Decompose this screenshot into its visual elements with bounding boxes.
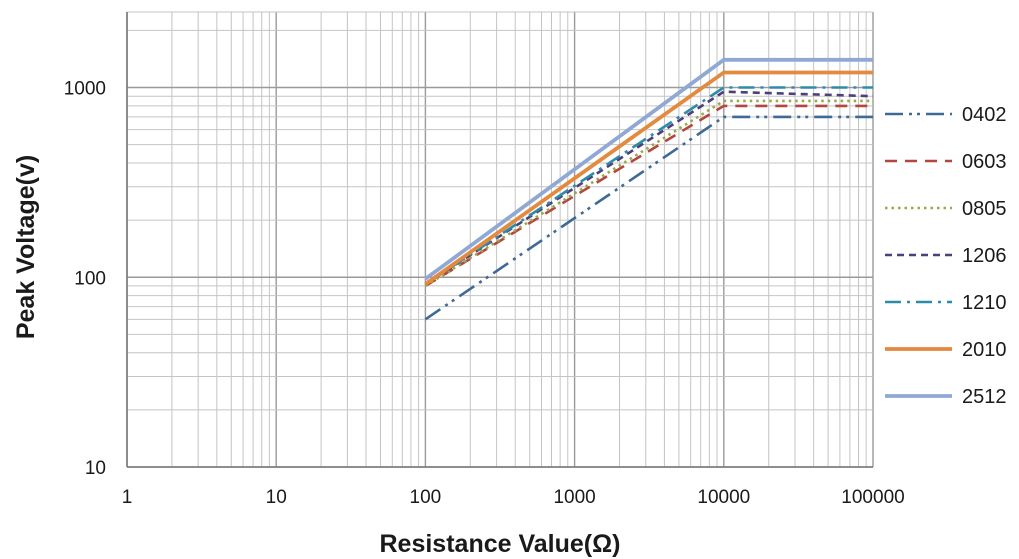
y-axis-title: Peak Voltage(v) <box>12 155 40 339</box>
legend-item-2512: 2512 <box>885 386 1007 408</box>
legend-label: 0805 <box>962 198 1007 220</box>
y-tick-label: 1000 <box>64 79 106 100</box>
legend-item-2010: 2010 <box>885 339 1007 361</box>
x-tick-label: 1 <box>122 487 133 508</box>
legend-item-1206: 1206 <box>885 245 1007 267</box>
y-tick-label: 100 <box>74 268 106 289</box>
x-tick-label: 1000 <box>553 487 595 508</box>
series-line-2512 <box>424 57 873 281</box>
y-tick-label: 10 <box>85 458 106 479</box>
x-axis-title: Resistance Value(Ω) <box>380 530 621 558</box>
series-line-0402 <box>424 115 873 321</box>
legend-item-0402: 0402 <box>885 104 1007 126</box>
series-lines <box>424 57 874 321</box>
legend-item-0805: 0805 <box>885 198 1007 220</box>
legend-label: 2010 <box>962 339 1007 361</box>
x-tick-label: 10000 <box>697 487 750 508</box>
series-line-2010 <box>424 70 873 286</box>
legend-label: 1206 <box>962 245 1007 267</box>
legend-item-0603: 0603 <box>885 151 1007 173</box>
legend-item-1210: 1210 <box>885 292 1007 314</box>
legend-label: 0402 <box>962 104 1007 126</box>
series-line-1210 <box>424 86 873 286</box>
legend-label: 2512 <box>962 386 1007 408</box>
legend-label: 0603 <box>962 151 1007 173</box>
axes: 1 10 100 1000 10000 100000 10 100 1000 <box>64 12 905 508</box>
legend-label: 1210 <box>962 292 1007 314</box>
x-tick-label: 10 <box>266 487 287 508</box>
x-tick-label: 100000 <box>841 487 904 508</box>
series-line-1206 <box>424 90 874 286</box>
x-tick-label: 100 <box>410 487 442 508</box>
series-line-0805 <box>424 99 873 288</box>
series-line-0603 <box>424 104 873 288</box>
legend: 0402 0603 0805 1206 1210 2010 2512 <box>885 104 1007 408</box>
